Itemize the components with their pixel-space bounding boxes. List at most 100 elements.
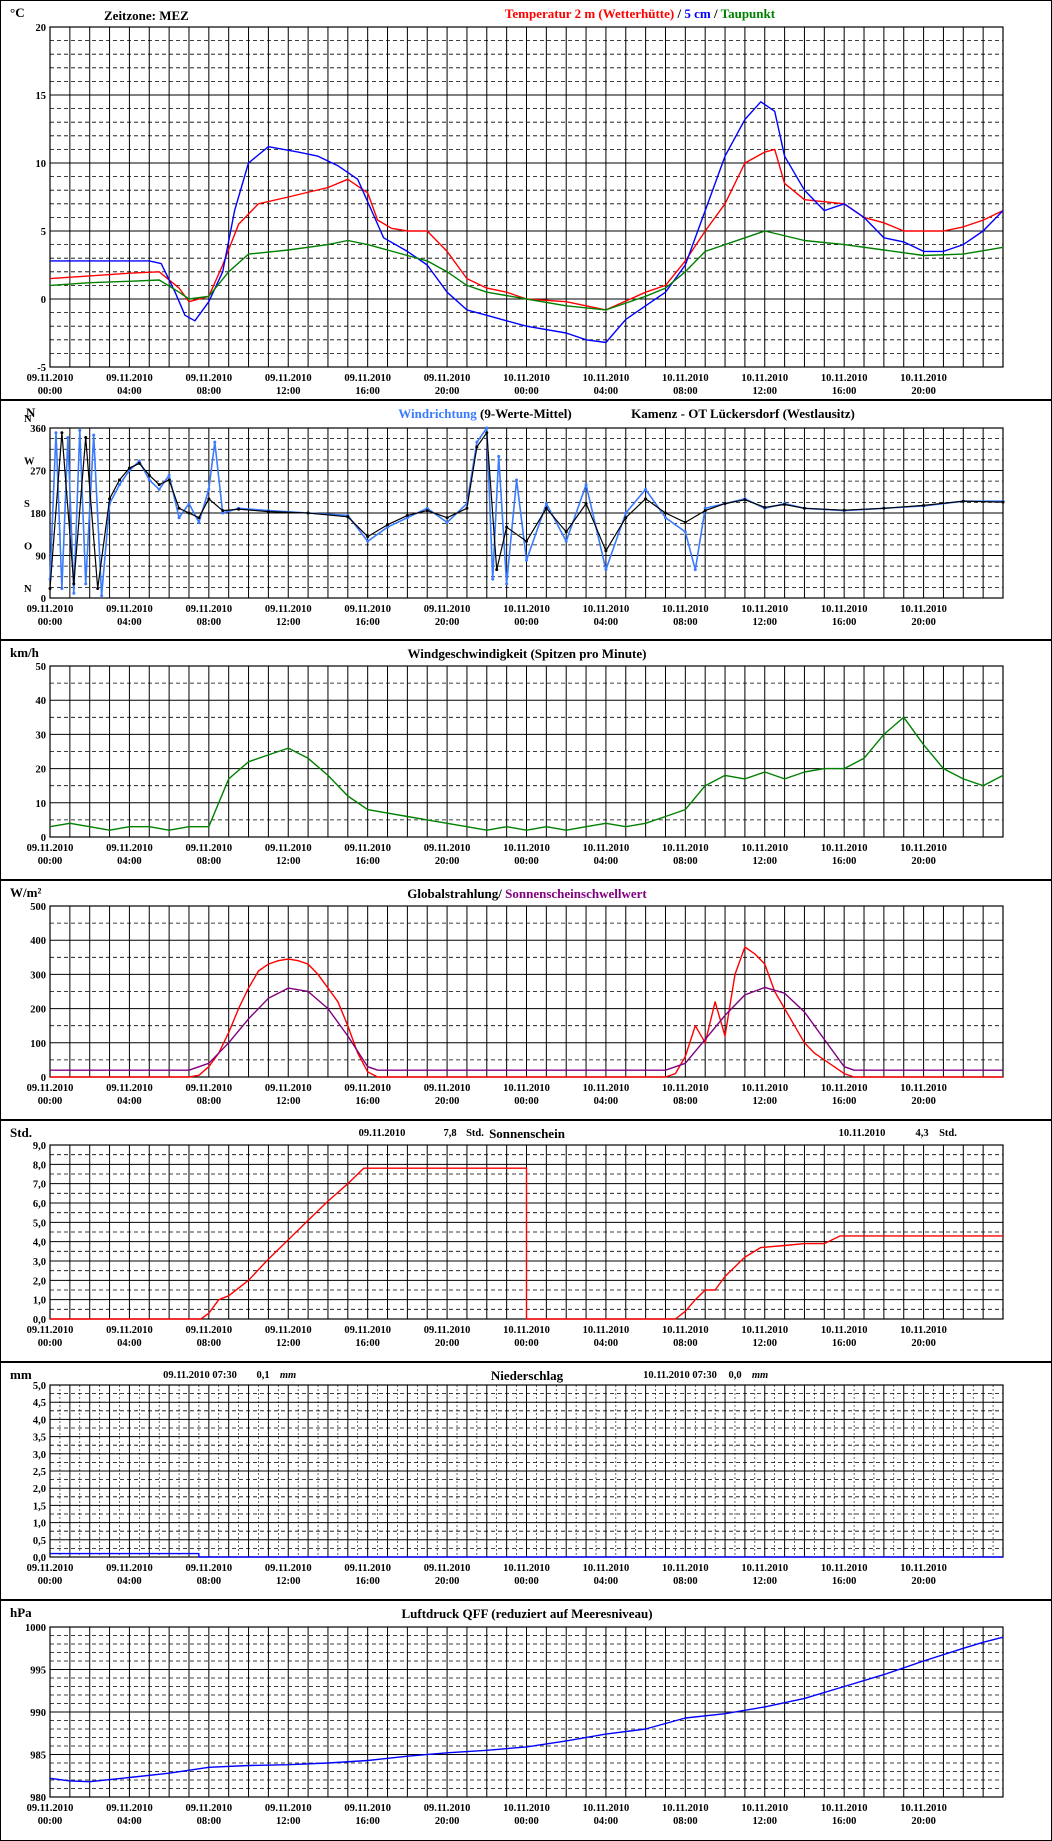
y-tick-label: 3,0: [33, 1257, 46, 1268]
data-point: [445, 516, 449, 520]
data-point: [177, 516, 181, 520]
data-point: [644, 487, 648, 491]
x-tick-date: 10.11.2010: [900, 373, 947, 384]
x-tick-time: 00:00: [38, 1096, 63, 1107]
x-tick-time: 04:00: [117, 856, 142, 867]
y-tick-label: 400: [30, 936, 46, 947]
x-tick-date: 09.11.2010: [27, 843, 74, 854]
x-tick-time: 12:00: [276, 856, 301, 867]
x-tick-date: 10.11.2010: [741, 843, 788, 854]
x-tick-date: 10.11.2010: [900, 843, 947, 854]
x-tick-date: 10.11.2010: [583, 1083, 630, 1094]
series-line: [50, 101, 1004, 344]
data-point: [100, 594, 104, 598]
y-tick-label: 1,0: [33, 1296, 46, 1307]
x-tick-time: 16:00: [832, 386, 857, 397]
x-tick-date: 10.11.2010: [900, 604, 947, 615]
x-tick-time: 20:00: [435, 617, 460, 628]
x-tick-date: 09.11.2010: [344, 1325, 391, 1336]
data-point: [207, 497, 211, 501]
y-unit-label: W/m²: [10, 885, 41, 900]
y-tick-label: 2,0: [33, 1276, 46, 1287]
series-line: [49, 230, 1004, 311]
data-point: [78, 428, 82, 432]
x-tick-time: 12:00: [276, 1338, 301, 1349]
x-tick-time: 20:00: [435, 1096, 460, 1107]
data-point: [693, 568, 697, 572]
data-point: [187, 511, 191, 515]
y-tick-label: 0,5: [33, 1536, 46, 1547]
data-point: [644, 497, 648, 501]
x-tick-time: 16:00: [355, 617, 380, 628]
compass-label: N: [24, 414, 32, 425]
x-tick-time: 00:00: [514, 1096, 539, 1107]
x-tick-date: 09.11.2010: [265, 373, 312, 384]
x-tick-date: 09.11.2010: [344, 1083, 391, 1094]
x-tick-date: 10.11.2010: [821, 373, 868, 384]
y-tick-label: 90: [36, 552, 47, 563]
x-tick-time: 04:00: [594, 1338, 619, 1349]
x-tick-date: 10.11.2010: [503, 604, 550, 615]
chart-panel-2: 090180270360NWSON09.11.201000:0009.11.20…: [0, 400, 1052, 640]
data-point: [117, 478, 121, 482]
data-point: [96, 587, 100, 591]
data-point: [386, 523, 390, 527]
title-part: 5 cm: [684, 6, 711, 21]
x-tick-time: 00:00: [514, 1576, 539, 1587]
y-tick-label: 100: [30, 1039, 46, 1050]
x-tick-time: 20:00: [911, 617, 936, 628]
x-tick-date: 09.11.2010: [344, 843, 391, 854]
data-point: [544, 506, 548, 510]
compass-label: O: [24, 542, 32, 553]
x-tick-time: 08:00: [197, 1816, 222, 1827]
data-point: [882, 506, 886, 510]
x-tick-date: 09.11.2010: [424, 1803, 471, 1814]
y-tick-label: 20: [36, 765, 47, 776]
x-tick-date: 10.11.2010: [821, 843, 868, 854]
y-tick-label: 0: [41, 1073, 46, 1084]
y-tick-label: 985: [30, 1751, 46, 1762]
y-tick-label: 270: [30, 467, 46, 478]
x-tick-date: 10.11.2010: [900, 1083, 947, 1094]
y-tick-label: 995: [30, 1666, 46, 1677]
x-tick-date: 10.11.2010: [741, 1803, 788, 1814]
data-point: [584, 483, 588, 487]
y-tick-label: 0,0: [33, 1553, 46, 1564]
x-tick-date: 10.11.2010: [741, 604, 788, 615]
x-tick-date: 09.11.2010: [344, 373, 391, 384]
x-tick-time: 04:00: [594, 1096, 619, 1107]
x-tick-time: 08:00: [197, 1338, 222, 1349]
x-tick-time: 12:00: [753, 617, 778, 628]
chart-title: Luftdruck QFF (reduziert auf Meeresnivea…: [401, 1606, 652, 1621]
x-tick-date: 09.11.2010: [424, 604, 471, 615]
compass-top-label: N: [26, 405, 36, 420]
data-point: [108, 497, 112, 501]
series-line: [49, 1636, 1004, 1783]
x-tick-date: 09.11.2010: [27, 1083, 74, 1094]
series-line: [50, 946, 1003, 1078]
x-tick-time: 04:00: [117, 1576, 142, 1587]
x-tick-date: 10.11.2010: [583, 1563, 630, 1574]
title-part: Luftdruck QFF (reduziert auf Meeresnivea…: [401, 1606, 652, 1621]
x-tick-time: 08:00: [673, 386, 698, 397]
y-tick-label: 0: [41, 833, 46, 844]
data-point: [66, 435, 70, 439]
x-tick-time: 00:00: [514, 617, 539, 628]
x-tick-date: 10.11.2010: [662, 604, 709, 615]
data-point: [197, 520, 201, 524]
summary-date: 09.11.2010 07:30: [163, 1370, 237, 1381]
x-tick-time: 04:00: [117, 1338, 142, 1349]
data-point: [544, 502, 548, 506]
data-point: [187, 502, 191, 506]
series-line: [50, 986, 1003, 1071]
x-tick-time: 16:00: [355, 1338, 380, 1349]
x-tick-date: 10.11.2010: [900, 1563, 947, 1574]
x-tick-date: 10.11.2010: [741, 373, 788, 384]
x-tick-date: 10.11.2010: [741, 1325, 788, 1336]
y-tick-label: 4,5: [33, 1398, 46, 1409]
x-tick-time: 12:00: [276, 1816, 301, 1827]
y-unit-label: °C: [10, 5, 25, 20]
summary-value: 0,1: [256, 1370, 269, 1381]
summary-value: 4,3: [915, 1128, 928, 1139]
data-point: [405, 513, 409, 517]
